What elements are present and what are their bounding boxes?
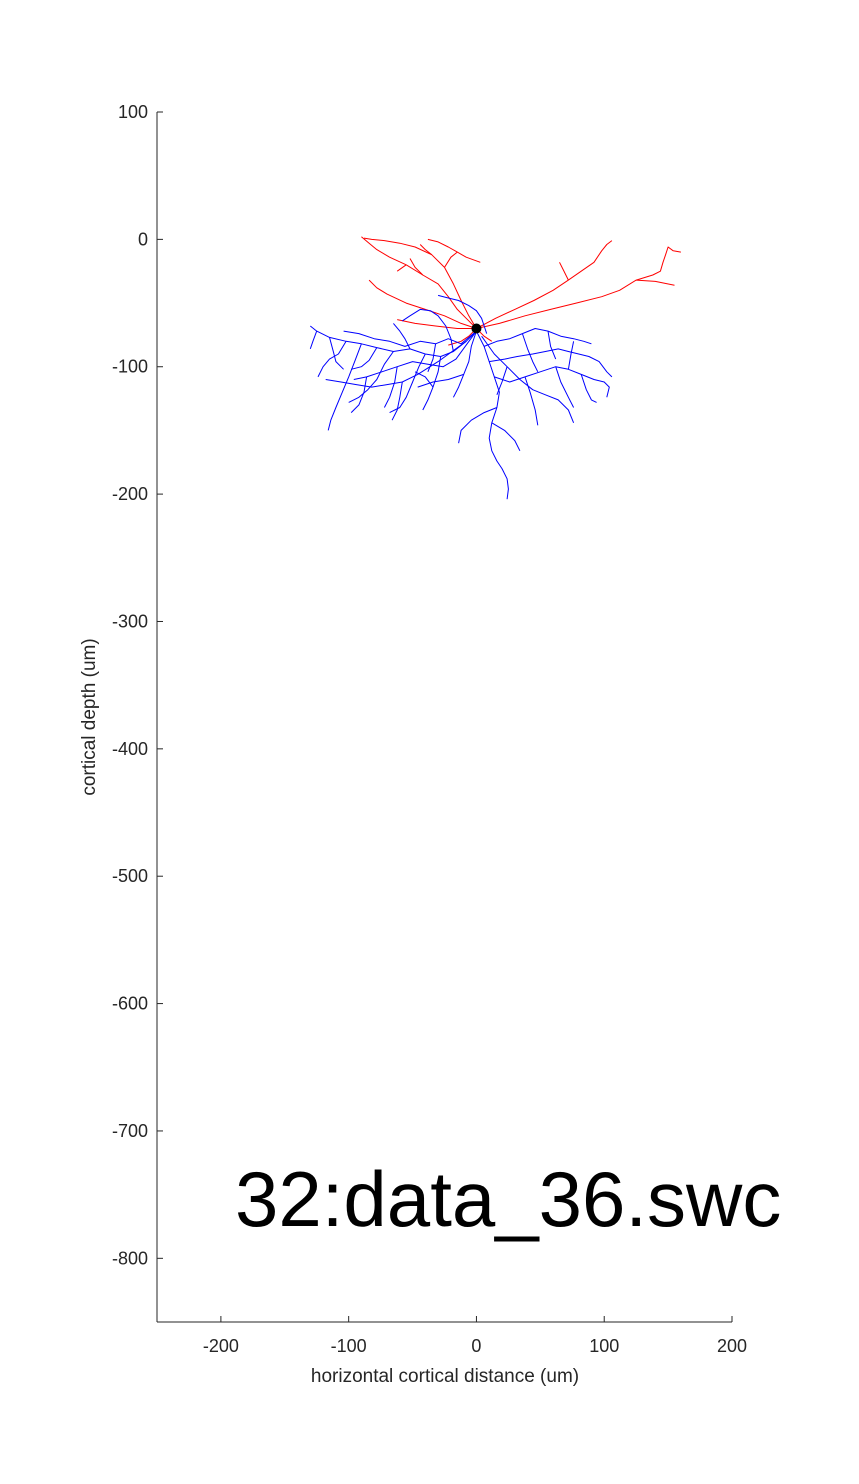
axon-branch [521,333,539,373]
y-tick-label: -500 [112,866,148,886]
axon-branch [483,328,592,347]
dendrite-branch [448,328,477,346]
axon-branch [524,376,539,426]
x-tick-label: 0 [471,1336,481,1356]
axon-branch [389,353,426,414]
axes: 100 0 -100 -200 -300 -400 -500 -600 -700 -800 -20… [112,102,747,1356]
y-tick-label: -200 [112,484,148,504]
dendrite-branch [636,279,675,286]
x-tick-label: 100 [589,1336,619,1356]
axon-branch [489,348,613,378]
y-tick-label: -400 [112,739,148,759]
y-axis-label: cortical depth (um) [79,638,100,795]
axon-branch [402,308,454,352]
axon-branch [567,341,575,370]
axon-branch [417,373,464,388]
x-ticks: -200 -100 0 100 200 [203,1316,747,1356]
x-tick-label: -200 [203,1336,239,1356]
axon-branch [350,376,368,413]
dendrite-series [361,236,681,346]
dendrite-branch [476,240,613,329]
dendrite-branch [419,244,433,256]
axon-series [309,294,613,500]
axon-branch [329,337,344,370]
axon-branch [496,366,508,395]
file-annotation: 32:data_36.swc [235,1155,781,1243]
y-tick-label: -100 [112,357,148,377]
axon-branch [343,330,477,347]
axon-branch [348,351,394,403]
axon-branch [580,374,597,403]
dendrite-branch [476,246,681,329]
axon-branch [325,340,467,388]
axon-branch [555,366,575,408]
axon-branch [393,323,411,350]
y-tick-label: -700 [112,1121,148,1141]
neuron-traces [309,236,681,500]
axon-branch [309,330,318,350]
dendrite-branch [361,236,477,329]
x-tick-label: 200 [717,1336,747,1356]
y-tick-label: -800 [112,1248,148,1268]
axon-branch [491,422,521,452]
axon-branch [327,343,362,431]
dendrite-branch [444,251,481,268]
axon-branch [351,347,378,370]
axon-branch [383,366,398,408]
axon-branch [317,341,347,378]
y-tick-label: 0 [138,229,148,249]
y-tick-label: -600 [112,994,148,1014]
dendrite-branch [396,264,407,272]
x-axis-label: horizontal cortical distance (um) [311,1366,579,1387]
axon-branch [427,343,437,372]
dendrite-branch [427,238,458,253]
y-ticks: 100 0 -100 -200 -300 -400 -500 -600 -700 -800 [112,102,163,1268]
dendrite-branch [397,319,477,329]
axon-branch [353,330,477,380]
axon-branch [452,330,477,398]
dendrite-branch [559,262,569,281]
y-tick-label: 100 [118,102,148,122]
x-tick-label: -100 [331,1336,367,1356]
axon-branch [481,335,575,423]
axon-branch [437,294,488,334]
axon-branch [458,407,498,444]
dendrite-branch [368,279,477,329]
soma-marker [471,323,482,334]
dendrite-branch [409,258,424,276]
axon-branch [547,331,557,360]
axon-branch [391,381,403,421]
y-tick-label: -300 [112,611,148,631]
axon-branch [475,330,509,500]
